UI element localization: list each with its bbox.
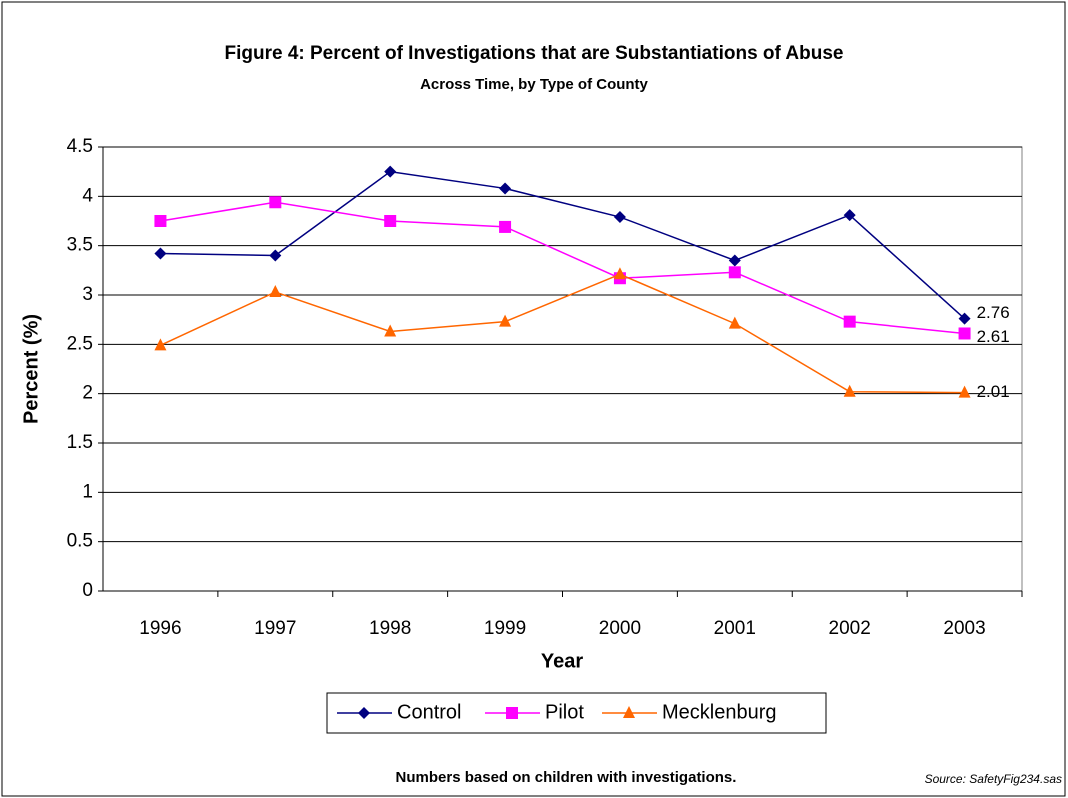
legend-marker bbox=[358, 707, 370, 719]
chart-title: Figure 4: Percent of Investigations that… bbox=[224, 43, 843, 64]
data-point bbox=[958, 327, 971, 340]
y-tick-label: 4.5 bbox=[67, 136, 93, 157]
data-point bbox=[269, 196, 282, 209]
data-label: 2.61 bbox=[977, 327, 1010, 346]
data-point bbox=[154, 215, 167, 227]
data-point bbox=[728, 316, 741, 329]
legend bbox=[326, 692, 827, 734]
note: Numbers based on children with investiga… bbox=[396, 769, 737, 786]
series-line bbox=[160, 201, 965, 335]
legend-label: Mecklenburg bbox=[662, 701, 777, 723]
series-line bbox=[160, 273, 965, 394]
plot-area bbox=[102, 146, 1023, 592]
data-point bbox=[269, 285, 282, 298]
data-label: 2.01 bbox=[977, 382, 1010, 401]
data-point bbox=[499, 220, 512, 233]
data-point bbox=[843, 315, 856, 328]
data-point bbox=[843, 384, 856, 397]
x-axis-label: Year bbox=[541, 650, 583, 672]
y-tick-label: 2 bbox=[82, 383, 93, 404]
y-tick-label: 4 bbox=[82, 185, 93, 206]
data-point bbox=[958, 385, 971, 398]
chart-subtitle: Across Time, by Type of County bbox=[420, 76, 648, 93]
x-tick-label: 1999 bbox=[484, 618, 526, 639]
y-tick-label: 0 bbox=[82, 580, 93, 601]
y-tick-label: 3.5 bbox=[67, 235, 93, 256]
y-tick-label: 0.5 bbox=[67, 531, 93, 552]
x-tick-label: 1998 bbox=[369, 618, 411, 639]
legend-marker bbox=[506, 707, 518, 719]
x-tick-label: 2000 bbox=[599, 618, 641, 639]
data-point bbox=[613, 211, 626, 224]
legend-marker bbox=[623, 706, 635, 718]
data-point bbox=[384, 215, 397, 227]
data-point bbox=[728, 266, 741, 279]
data-point bbox=[958, 312, 971, 325]
data-point bbox=[384, 324, 397, 337]
x-tick-label: 2003 bbox=[943, 618, 985, 639]
data-point bbox=[154, 247, 167, 260]
source: Source: SafetyFig234.sas bbox=[925, 772, 1062, 786]
data-label: 2.76 bbox=[977, 303, 1010, 322]
x-tick-label: 2002 bbox=[829, 618, 871, 639]
series-line bbox=[160, 170, 966, 320]
data-point bbox=[499, 182, 512, 195]
x-tick-label: 1996 bbox=[139, 618, 181, 639]
legend-label: Pilot bbox=[545, 701, 584, 723]
y-tick-label: 1.5 bbox=[67, 432, 93, 453]
x-tick-label: 1997 bbox=[254, 618, 296, 639]
y-axis-label: Percent (%) bbox=[20, 314, 42, 424]
y-tick-label: 1 bbox=[82, 481, 93, 502]
data-point bbox=[613, 267, 626, 280]
y-tick-label: 2.5 bbox=[67, 333, 93, 354]
data-point bbox=[384, 165, 397, 178]
data-point bbox=[728, 254, 741, 267]
x-tick-label: 2001 bbox=[714, 618, 756, 639]
data-point bbox=[269, 249, 282, 262]
y-tick-label: 3 bbox=[82, 284, 93, 305]
legend-label: Control bbox=[397, 701, 461, 723]
data-point bbox=[843, 209, 856, 222]
data-point bbox=[499, 314, 512, 327]
data-point bbox=[154, 338, 167, 351]
